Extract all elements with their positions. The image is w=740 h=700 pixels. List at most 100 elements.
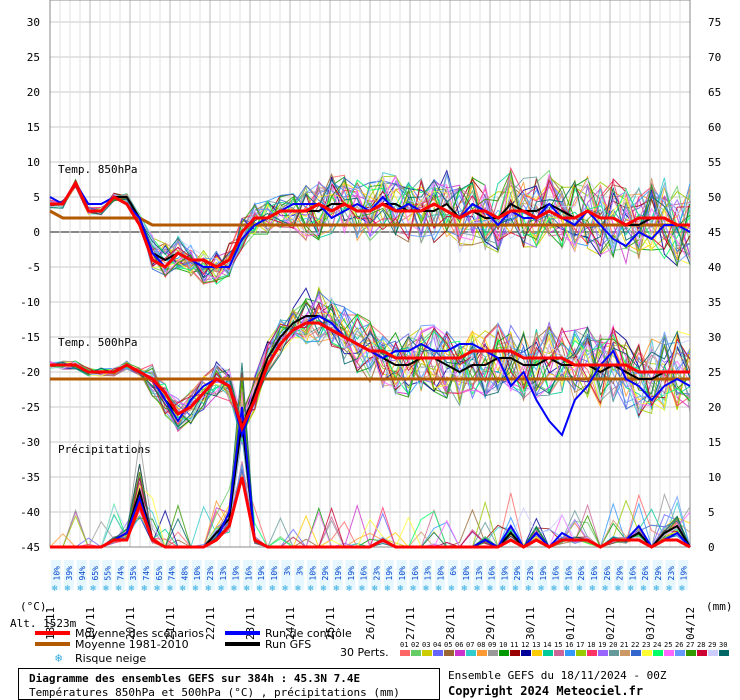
snow-risk-cell: [115, 560, 125, 590]
snow-risk-cell: [345, 560, 356, 590]
y2-tick-label: 45: [708, 226, 721, 239]
y2-tick-label: 60: [708, 121, 721, 134]
perturbation-line-t500: [49, 320, 691, 430]
snow-risk-label: 94%: [78, 566, 87, 581]
snow-risk-cell: [230, 560, 241, 590]
legend-label: Run GFS: [265, 638, 311, 651]
snow-flake-icon: ❄: [577, 584, 583, 594]
snow-risk-label: 6%: [449, 566, 458, 576]
pert-color-swatch: [510, 650, 520, 656]
x-tick-label: 23/11: [244, 607, 257, 640]
series-line-precip: [50, 476, 691, 549]
y2-tick-label: 40: [708, 261, 721, 274]
snow-risk-cell: [243, 560, 253, 590]
pert-id-label: 10: [499, 641, 507, 649]
snow-risk-cell: [511, 560, 522, 590]
y-tick-label: 0: [33, 226, 40, 239]
perturbation-line-t850: [49, 173, 691, 278]
snow-flake-icon: ❄: [602, 584, 608, 594]
snow-risk-cell: [140, 560, 151, 590]
snow-risk-label: 26%: [641, 566, 650, 581]
pert-color-swatch: [400, 650, 410, 656]
pert-color-swatch: [499, 650, 509, 656]
pert-id-label: 30: [719, 641, 727, 649]
snow-flake-icon: ❄: [385, 584, 391, 594]
snow-risk-label: 29%: [654, 566, 663, 581]
snow-risk-cell: [460, 560, 471, 590]
snow-risk-cell: [102, 560, 113, 590]
snow-risk-label: 65%: [155, 566, 164, 581]
pert-id-label: 16: [565, 641, 573, 649]
pert-color-swatch: [455, 650, 465, 656]
perturbation-line-t850: [49, 179, 691, 281]
perturbation-line-t500: [49, 302, 691, 439]
pert-id-label: 07: [466, 641, 474, 649]
snow-risk-cell: [294, 560, 305, 590]
snow-risk-cell: [537, 560, 548, 590]
altitude-label: Alt. 1523m: [10, 617, 77, 630]
snow-risk-label: 19%: [680, 566, 689, 581]
pert-color-swatch: [631, 650, 641, 656]
pert-color-swatch: [477, 650, 487, 656]
snow-flake-icon: ❄: [526, 584, 532, 594]
snow-risk-label: 16%: [552, 566, 561, 581]
pert-color-swatch: [609, 650, 619, 656]
snow-risk-cell: [127, 560, 138, 590]
snow-flake-icon: ❄: [295, 584, 301, 594]
snow-risk-cell: [383, 560, 394, 590]
snow-risk-label: 3%: [283, 566, 292, 576]
snow-flake-icon: ❄: [308, 584, 314, 594]
snow-flake-icon: ❄: [218, 584, 224, 594]
x-tick-label: 27/11: [404, 607, 417, 640]
snow-risk-label: 19%: [232, 566, 241, 581]
pert-color-swatch: [620, 650, 630, 656]
pert-color-swatch: [653, 650, 663, 656]
snow-risk-label: 48%: [180, 566, 189, 581]
pert-id-label: 15: [554, 641, 562, 649]
snow-risk-label: 16%: [488, 566, 497, 581]
snow-risk-cell: [601, 560, 612, 590]
y-tick-label: -5: [27, 261, 40, 274]
snow-risk-label: 19%: [334, 566, 343, 581]
pert-color-swatch: [686, 650, 696, 656]
snow-risk-label: 10%: [398, 566, 407, 581]
pert-color-swatch: [466, 650, 476, 656]
snow-flake-icon: ❄: [78, 584, 84, 594]
snow-flake-icon: ❄: [551, 584, 557, 594]
pert-id-label: 20: [609, 641, 617, 649]
pert-id-label: 19: [598, 641, 606, 649]
perturbation-line-t850: [49, 173, 691, 273]
snow-flake-icon: ❄: [513, 584, 519, 594]
pert-color-swatch: [433, 650, 443, 656]
y2-tick-label: 0: [708, 541, 715, 554]
snow-risk-label: 74%: [142, 566, 151, 581]
y2-tick-label: 50: [708, 191, 721, 204]
snow-risk-label: 16%: [411, 566, 420, 581]
y-tick-label: 5: [33, 191, 40, 204]
snow-flake-icon: ❄: [180, 584, 186, 594]
snow-risk-label: 23%: [372, 566, 381, 581]
pert-color-swatch: [664, 650, 674, 656]
snow-flake-icon: ❄: [321, 584, 327, 594]
snow-risk-cell: [153, 560, 164, 590]
pert-id-label: 03: [422, 641, 430, 649]
y-axis-label: (°C): [20, 600, 47, 613]
snow-flake-icon: ❄: [257, 584, 263, 594]
y2-tick-label: 55: [708, 156, 721, 169]
pert-id-label: 13: [532, 641, 540, 649]
pert-id-label: 23: [642, 641, 650, 649]
snow-risk-label: 74%: [168, 566, 177, 581]
x-tick-label: 24/11: [284, 607, 297, 640]
snow-risk-label: 35%: [129, 566, 138, 581]
snow-risk-cell: [166, 560, 177, 590]
pert-id-label: 21: [620, 641, 628, 649]
y-tick-label: -15: [20, 331, 40, 344]
snow-risk-label: 3%: [296, 566, 305, 576]
y-tick-label: -20: [20, 366, 40, 379]
pert-id-label: 14: [543, 641, 551, 649]
snow-risk-cell: [652, 560, 663, 590]
pert-id-label: 08: [477, 641, 485, 649]
x-tick-label: 19/11: [84, 607, 97, 640]
pert-color-swatch: [488, 650, 498, 656]
